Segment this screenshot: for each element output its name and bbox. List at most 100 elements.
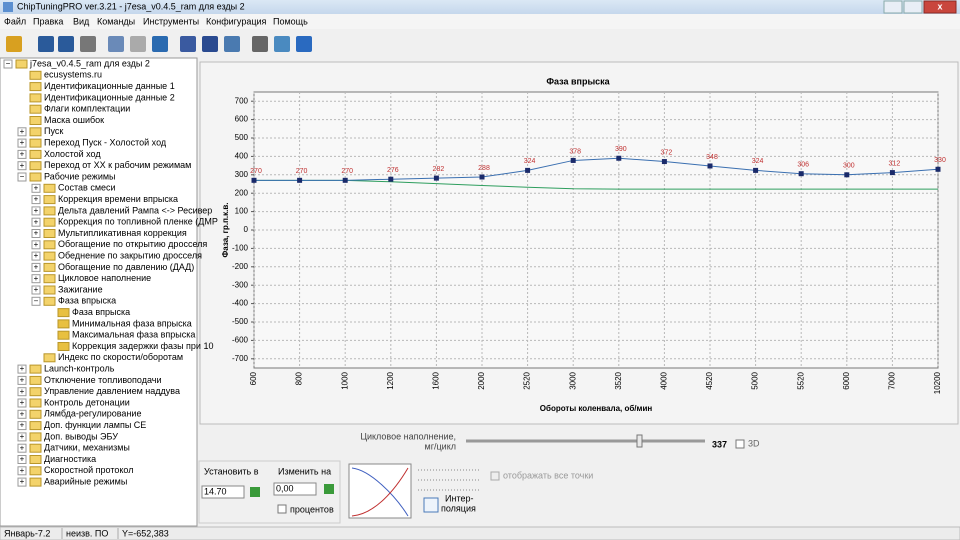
toolbar-button[interactable]	[80, 36, 96, 52]
expand-box[interactable]	[17, 375, 27, 385]
expand-box[interactable]	[31, 240, 41, 250]
interp-button[interactable]	[423, 497, 439, 513]
toolbar-button[interactable]	[58, 36, 74, 52]
expand-box[interactable]	[31, 195, 41, 205]
expand-box[interactable]	[31, 274, 41, 284]
menu-item[interactable]: Файл	[4, 16, 26, 26]
tree-item[interactable]: Фаза впрыска	[72, 307, 130, 317]
tree-item[interactable]: Максимальная фаза впрыска	[72, 330, 195, 340]
expand-box[interactable]	[31, 251, 41, 261]
expand-box[interactable]	[17, 455, 27, 464]
tree-item[interactable]: Коррекция по топливной пленке (ДМР	[58, 217, 218, 227]
tree-item[interactable]: Аварийные режимы	[44, 476, 127, 486]
menu-item[interactable]: Конфигурация	[206, 16, 267, 26]
expand-box[interactable]	[17, 443, 27, 453]
tree-item[interactable]: Цикловое наполнение	[58, 273, 151, 283]
apply-set-button[interactable]	[250, 487, 260, 497]
toolbar-button[interactable]	[6, 36, 22, 52]
menu-item[interactable]: Команды	[97, 16, 135, 26]
expand-box[interactable]	[17, 466, 27, 476]
tree-item[interactable]: Launch-контроль	[44, 363, 115, 373]
toolbar-button[interactable]	[296, 36, 312, 52]
expand-box[interactable]	[17, 477, 27, 487]
menu-item[interactable]: Помощь	[273, 16, 308, 26]
toolbar-button[interactable]	[130, 36, 146, 52]
menu-item[interactable]: Вид	[73, 16, 90, 26]
tree-item[interactable]: Минимальная фаза впрыска	[72, 318, 192, 328]
tree-item[interactable]: Состав смеси	[58, 183, 116, 193]
tree-item[interactable]: Датчики, механизмы	[44, 443, 130, 453]
tree-item[interactable]: Переход Пуск - Холостой ход	[44, 137, 167, 147]
expand-box[interactable]	[31, 296, 41, 306]
tree-item[interactable]: Контроль детонации	[44, 397, 130, 407]
tree-item[interactable]: Обогащение по открытию дросселя	[58, 239, 207, 249]
tree-item[interactable]: Пуск	[44, 126, 63, 136]
slider-thumb[interactable]	[636, 434, 643, 448]
tree-item[interactable]: Флаги комплектации	[44, 104, 130, 114]
close-button[interactable]	[923, 0, 957, 14]
tree-item[interactable]: Лямбда-регулирование	[44, 409, 141, 419]
toolbar-button[interactable]	[108, 36, 124, 52]
expand-box[interactable]	[3, 59, 13, 69]
expand-box[interactable]	[17, 127, 27, 137]
expand-box[interactable]	[31, 217, 41, 227]
menu-item[interactable]: Инструменты	[143, 16, 199, 26]
expand-box[interactable]	[31, 285, 41, 295]
tree-item[interactable]: Рабочие режимы	[44, 171, 116, 181]
expand-glyph: +	[20, 150, 25, 159]
toolbar-button[interactable]	[252, 36, 268, 52]
tree-item[interactable]: Идентификационные данные 2	[44, 92, 175, 102]
tree-item[interactable]: Мультипликативная коррекция	[58, 228, 187, 238]
tree-item[interactable]: Управление давлением наддува	[44, 386, 180, 396]
toolbar-button[interactable]	[180, 36, 196, 52]
expand-box[interactable]	[31, 229, 41, 238]
checkbox-3d[interactable]	[735, 439, 745, 449]
tree-item[interactable]: Диагностика	[44, 454, 96, 464]
tree-item[interactable]: Дельта давлений Рампа <-> Ресивер	[58, 205, 212, 215]
tree-item[interactable]: Маска ошибок	[44, 115, 104, 125]
expand-box[interactable]	[17, 138, 27, 148]
toolbar-button[interactable]	[38, 36, 54, 52]
tree-item[interactable]: Фаза впрыска	[58, 296, 116, 306]
expand-box[interactable]	[17, 172, 27, 182]
change-by-input[interactable]	[273, 482, 317, 496]
expand-box[interactable]	[31, 206, 41, 216]
tree-item[interactable]: ecusystems.ru	[44, 70, 102, 80]
tree-item[interactable]: j7esa_v0.4.5_ram для езды 2	[29, 58, 150, 68]
toolbar-button[interactable]	[224, 36, 240, 52]
tree-item[interactable]: Индекс по скорости/оборотам	[58, 352, 183, 362]
tree-item[interactable]: Обеднение по закрытию дросселя	[58, 250, 202, 260]
tree-item[interactable]: Коррекция задержки фазы при 10	[72, 341, 213, 351]
tree-item[interactable]: Коррекция времени впрыска	[58, 194, 178, 204]
apply-change-button[interactable]	[324, 484, 334, 494]
set-to-input[interactable]	[201, 485, 245, 499]
show-all-checkbox[interactable]	[490, 471, 500, 481]
percent-checkbox[interactable]	[277, 504, 287, 514]
expand-box[interactable]	[31, 183, 41, 193]
toolbar-button[interactable]	[202, 36, 218, 52]
tree-item[interactable]: Обогащение по давлению (ДАД)	[58, 262, 194, 272]
minimize-button[interactable]	[883, 0, 903, 14]
expand-glyph: +	[34, 285, 39, 294]
toolbar-button[interactable]	[274, 36, 290, 52]
expand-box[interactable]	[17, 387, 27, 397]
tree-item[interactable]: Отключение топливоподачи	[44, 375, 161, 385]
expand-box[interactable]	[17, 398, 27, 408]
tree-item[interactable]: Идентификационные данные 1	[44, 81, 175, 91]
menu-item[interactable]: Правка	[33, 16, 63, 26]
expand-box[interactable]	[17, 421, 27, 431]
maximize-button[interactable]	[903, 0, 923, 14]
tree-item[interactable]: Скоростной протокол	[44, 465, 134, 475]
expand-box[interactable]	[17, 364, 27, 374]
expand-box[interactable]	[17, 149, 27, 159]
tree-item[interactable]: Переход от ХХ к рабочим режимам	[44, 160, 191, 170]
toolbar-button[interactable]	[152, 36, 168, 52]
expand-box[interactable]	[17, 432, 27, 442]
expand-box[interactable]	[31, 262, 41, 272]
expand-box[interactable]	[17, 409, 27, 419]
tree-item[interactable]: Доп. функции лампы CE	[44, 420, 146, 430]
tree-item[interactable]: Доп. выводы ЭБУ	[44, 431, 118, 441]
tree-item[interactable]: Холостой ход	[44, 149, 101, 159]
tree-item[interactable]: Зажигание	[58, 284, 103, 294]
expand-box[interactable]	[17, 161, 27, 171]
